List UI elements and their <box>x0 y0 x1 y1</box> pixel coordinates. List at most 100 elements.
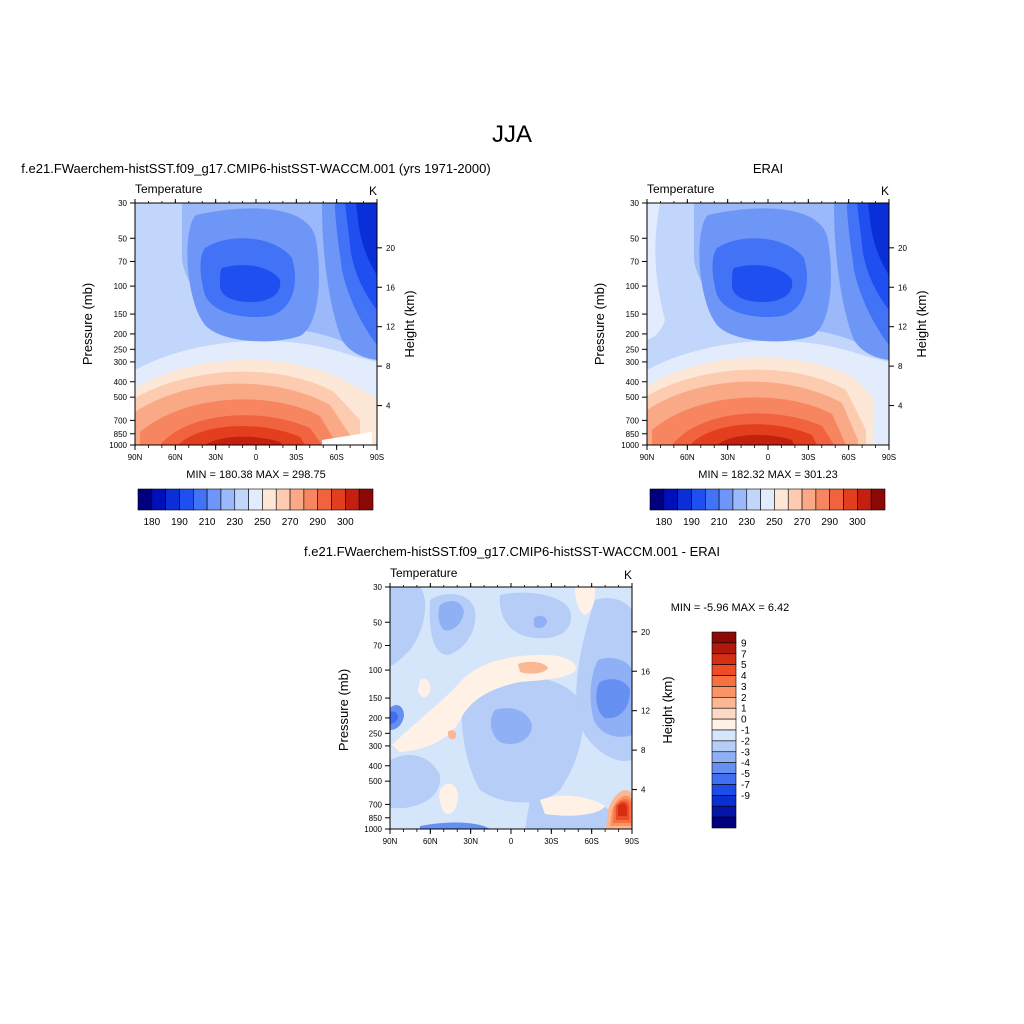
y-tick-label: 70 <box>373 641 382 650</box>
y-tick-label: 200 <box>626 330 640 339</box>
colorbar-label: 250 <box>766 517 783 528</box>
y-right-tick-label: 8 <box>898 362 903 371</box>
y-tick-label: 30 <box>630 199 639 208</box>
colorbar-box <box>137 488 153 511</box>
colorbar-label: 7 <box>741 649 747 660</box>
y-tick-label: 250 <box>626 345 640 354</box>
colorbar-label: 230 <box>738 517 755 528</box>
y-right-tick-label: 12 <box>641 707 650 716</box>
colorbar-label: 190 <box>683 517 700 528</box>
colorbar-box <box>843 488 858 511</box>
contour-fill <box>390 755 441 808</box>
colorbar-label: 180 <box>143 517 160 528</box>
x-tick-label: 60S <box>330 453 344 462</box>
contour-fill <box>499 592 571 639</box>
colorbar-box <box>711 707 737 720</box>
y-right-tick-label: 8 <box>386 362 391 371</box>
axis-label-height: Height (km) <box>914 290 929 357</box>
panel-erai: ERAI Temperature K 305070100150200250300… <box>592 161 929 528</box>
colorbar-box <box>220 488 236 511</box>
y-right-tick-label: 12 <box>898 323 907 332</box>
colorbar-box <box>711 784 737 796</box>
y-tick-label: 30 <box>118 199 127 208</box>
x-tick-label: 30S <box>289 453 303 462</box>
contour-fill <box>518 661 548 674</box>
y-tick-label: 500 <box>114 393 128 402</box>
axis-label-height: Height (km) <box>660 676 675 743</box>
colorbar-label: -3 <box>741 747 750 758</box>
y-right-tick-label: 8 <box>641 746 646 755</box>
colorbar-box <box>711 718 737 731</box>
axis-label-pressure: Pressure (mb) <box>80 283 95 365</box>
x-tick-label: 90N <box>128 453 143 462</box>
y-tick-label: 250 <box>369 729 383 738</box>
y-tick-label: 200 <box>114 330 128 339</box>
contour-fill <box>390 587 426 666</box>
colorbar-label: -9 <box>741 791 750 802</box>
colorbar-box <box>746 488 761 511</box>
y-tick-label: 200 <box>369 714 383 723</box>
colorbar-box <box>179 488 194 511</box>
contour-fill <box>534 615 547 629</box>
colorbar-label: 230 <box>226 517 243 528</box>
y-tick-label: 400 <box>626 378 640 387</box>
panel-erai-stats: MIN = 182.32 MAX = 301.23 <box>698 469 837 481</box>
y-tick-label: 700 <box>369 800 383 809</box>
contour-fill <box>575 587 596 615</box>
contour-fill <box>618 803 627 816</box>
axis-label-pressure: Pressure (mb) <box>336 669 351 751</box>
colorbar-box <box>829 488 844 511</box>
y-tick-label: 300 <box>626 358 640 367</box>
y-right-tick-label: 4 <box>386 402 391 411</box>
x-tick-label: 0 <box>509 837 514 846</box>
colorbar-box <box>711 773 737 785</box>
y-tick-label: 700 <box>626 416 640 425</box>
x-tick-label: 60N <box>680 453 695 462</box>
colorbar-box <box>206 488 222 511</box>
panel-model-plot <box>135 203 377 445</box>
y-tick-label: 400 <box>114 378 128 387</box>
colorbar-box <box>234 488 249 511</box>
colorbar-label: 290 <box>309 517 326 528</box>
x-tick-label: 30N <box>720 453 735 462</box>
colorbar-label: 4 <box>741 671 747 682</box>
y-tick-label: 30 <box>373 583 382 592</box>
contour-fill <box>448 730 457 740</box>
y-tick-label: 100 <box>626 282 640 291</box>
contour-fill <box>596 679 630 719</box>
contour-fill <box>717 434 794 445</box>
y-right-tick-label: 12 <box>386 323 395 332</box>
colorbar-box <box>711 642 737 655</box>
x-tick-label: 60S <box>585 837 599 846</box>
x-tick-label: 60S <box>842 453 856 462</box>
y-tick-label: 500 <box>369 777 383 786</box>
colorbar-box <box>691 488 706 511</box>
contour-fill <box>732 265 793 302</box>
colorbar-box <box>801 488 817 511</box>
contour-fill <box>220 265 281 302</box>
colorbar-box <box>711 653 737 665</box>
colorbar-box <box>760 488 775 511</box>
y-right-tick-label: 16 <box>641 667 650 676</box>
y-tick-label: 1000 <box>109 441 127 450</box>
colorbar-label: 0 <box>741 715 747 726</box>
colorbar-box <box>711 740 737 753</box>
colorbar-model: 180 190 210 230 250 270 290 300 <box>137 488 374 528</box>
colorbar-label: -4 <box>741 758 750 769</box>
contour-fill <box>439 783 458 815</box>
contour-fill <box>868 203 889 275</box>
y-tick-label: 1000 <box>364 825 382 834</box>
colorbar-box <box>331 488 346 511</box>
colorbar-label: 290 <box>821 517 838 528</box>
x-tick-label: 30S <box>544 837 558 846</box>
x-tick-label: 90S <box>370 453 384 462</box>
colorbar-box <box>677 488 692 511</box>
colorbar-box <box>303 488 319 511</box>
colorbar-box <box>774 488 789 511</box>
y-tick-label: 150 <box>369 694 383 703</box>
colorbar-label: 1 <box>741 704 747 715</box>
y-tick-label: 70 <box>118 257 127 266</box>
colorbar-box <box>787 488 803 511</box>
y-tick-label: 700 <box>114 416 128 425</box>
colorbar-label: 9 <box>741 638 747 649</box>
